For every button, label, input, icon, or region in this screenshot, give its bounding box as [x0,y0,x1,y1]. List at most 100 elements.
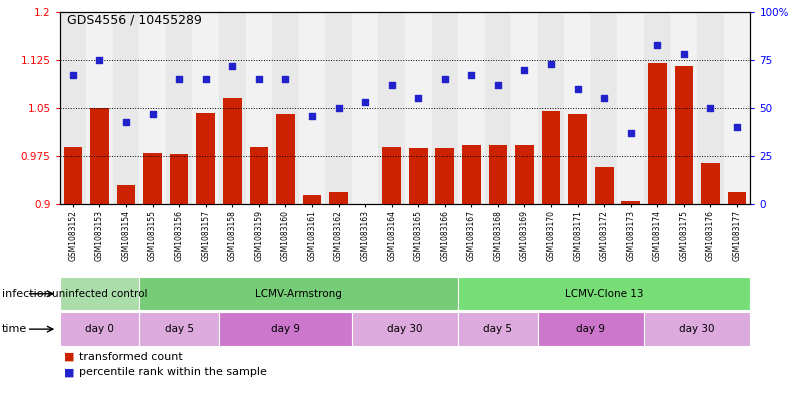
Text: ■: ■ [64,352,74,362]
Point [704,105,717,111]
Bar [64,147,82,204]
Bar [618,12,644,204]
Bar [60,12,86,204]
Bar [303,195,322,204]
Text: transformed count: transformed count [79,352,183,362]
Bar [330,191,348,204]
Bar [192,12,219,204]
Bar [352,312,458,346]
Bar [565,12,591,204]
Text: time: time [2,324,27,334]
Bar [219,312,352,346]
Bar [139,312,219,346]
Text: percentile rank within the sample: percentile rank within the sample [79,367,268,377]
Bar [697,12,724,204]
Bar [538,312,644,346]
Point [545,61,557,67]
Bar [249,147,268,204]
Point [598,95,611,101]
Bar [701,163,720,204]
Point [225,62,238,69]
Point [359,99,372,105]
Point [120,118,133,125]
Bar [538,12,565,204]
Bar [515,145,534,204]
Bar [484,12,511,204]
Bar [276,114,295,204]
Bar [511,12,538,204]
Bar [458,312,538,346]
Text: day 30: day 30 [387,324,422,334]
Point [518,66,531,73]
Text: infection: infection [2,289,50,299]
Text: day 9: day 9 [271,324,300,334]
Bar [90,108,109,204]
Text: LCMV-Armstrong: LCMV-Armstrong [255,289,342,299]
Point [571,86,584,92]
Text: GDS4556 / 10455289: GDS4556 / 10455289 [67,14,202,27]
Point [651,41,664,48]
Point [412,95,425,101]
Bar [143,153,162,204]
Bar [462,145,480,204]
Bar [166,12,192,204]
Point [491,82,504,88]
Bar [648,63,667,204]
Bar [356,204,375,246]
Bar [409,148,427,204]
Bar [675,66,693,204]
Point [624,130,637,136]
Bar [117,185,135,204]
Point [93,57,106,63]
Bar [724,12,750,204]
Text: day 9: day 9 [576,324,605,334]
Bar [458,277,750,310]
Point [438,76,451,82]
Bar [299,12,326,204]
Text: day 5: day 5 [164,324,194,334]
Point [730,124,743,130]
Point [332,105,345,111]
Bar [591,12,618,204]
Bar [223,98,241,204]
Text: day 30: day 30 [680,324,715,334]
Bar [405,12,431,204]
Bar [219,12,245,204]
Bar [60,277,139,310]
Bar [86,12,113,204]
Text: ■: ■ [64,367,74,377]
Bar [595,167,614,204]
Bar [569,114,587,204]
Bar [488,145,507,204]
Bar [352,12,379,204]
Bar [196,112,215,204]
Text: day 0: day 0 [85,324,114,334]
Text: uninfected control: uninfected control [52,289,147,299]
Bar [139,277,458,310]
Text: day 5: day 5 [484,324,512,334]
Bar [622,201,640,204]
Point [252,76,265,82]
Bar [326,12,352,204]
Point [677,51,690,57]
Bar [435,148,454,204]
Bar [431,12,458,204]
Point [173,76,186,82]
Bar [245,12,272,204]
Point [465,72,478,79]
Bar [139,12,166,204]
Bar [728,191,746,204]
Bar [272,12,299,204]
Bar [644,312,750,346]
Point [67,72,79,79]
Bar [383,147,401,204]
Point [385,82,398,88]
Point [279,76,291,82]
Bar [60,312,139,346]
Bar [644,12,671,204]
Bar [542,111,561,204]
Point [146,111,159,117]
Bar [671,12,697,204]
Bar [170,154,188,204]
Text: LCMV-Clone 13: LCMV-Clone 13 [565,289,643,299]
